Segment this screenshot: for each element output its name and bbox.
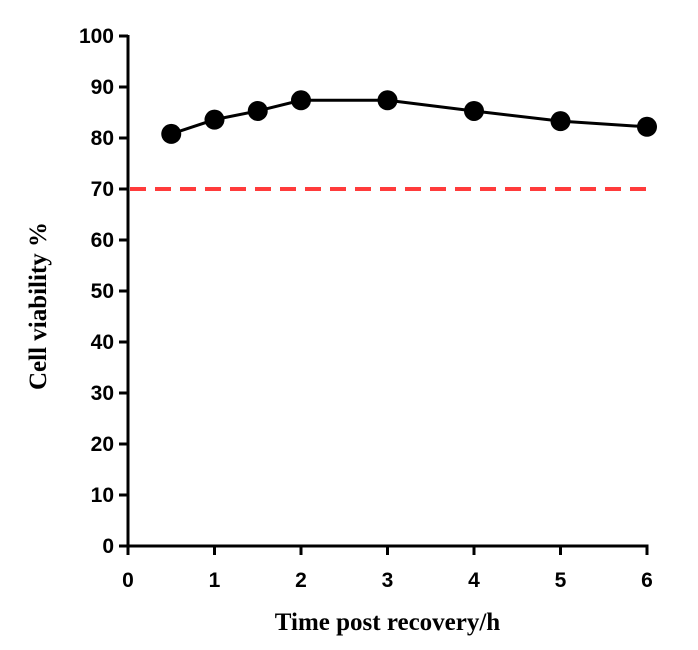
y-tick-label: 30 <box>91 382 114 405</box>
x-tick-label: 1 <box>209 569 221 592</box>
y-tick-label: 40 <box>91 331 114 354</box>
y-tick-label: 90 <box>91 76 114 99</box>
x-tick-label: 6 <box>641 569 653 592</box>
data-point <box>161 123 182 144</box>
x-axis-title: Time post recovery/h <box>275 609 501 636</box>
y-tick-label: 80 <box>91 127 114 150</box>
series-line <box>170 98 648 136</box>
y-tick-label: 10 <box>91 484 114 507</box>
axes-layer <box>126 35 649 548</box>
x-tick-label: 3 <box>382 569 394 592</box>
data-point <box>247 100 268 121</box>
data-point <box>637 116 657 137</box>
data-point <box>464 100 484 121</box>
data-point <box>204 109 225 130</box>
y-tick-label: 0 <box>102 535 114 558</box>
x-tick-label: 2 <box>295 569 307 592</box>
data-point <box>550 111 571 132</box>
x-tick-label: 0 <box>122 569 134 592</box>
x-tick-label: 4 <box>468 569 480 592</box>
series-layer <box>161 90 657 144</box>
y-tick-label: 100 <box>79 25 114 48</box>
y-ticks: 0 10 20 30 40 50 60 70 80 90 100 <box>79 25 128 558</box>
x-ticks: 0 1 2 3 4 5 6 <box>122 546 653 592</box>
y-tick-label: 50 <box>91 280 114 303</box>
data-point <box>377 90 398 111</box>
y-tick-label: 60 <box>91 229 114 252</box>
y-axis-title: Cell viability % <box>25 222 52 390</box>
x-tick-label: 5 <box>555 569 567 592</box>
data-point <box>291 90 311 111</box>
y-tick-label: 70 <box>91 178 114 201</box>
y-tick-label: 20 <box>91 433 114 456</box>
